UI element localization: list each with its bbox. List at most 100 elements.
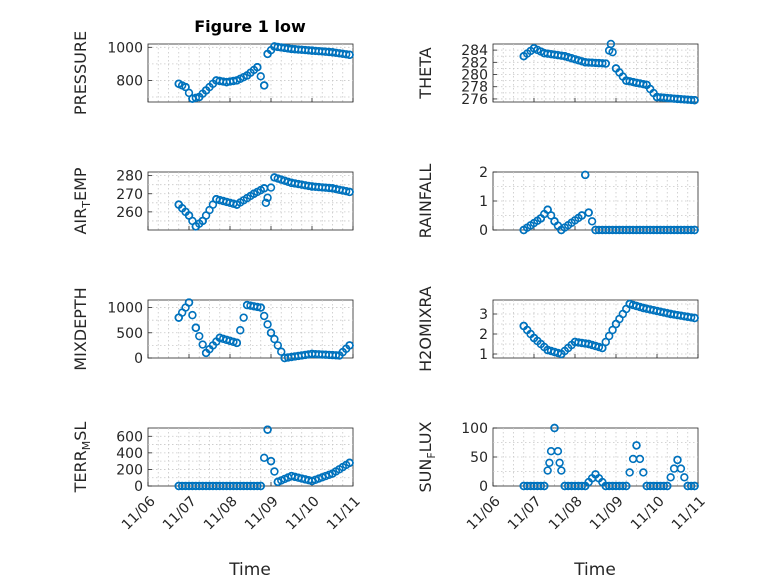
data-point bbox=[188, 310, 197, 320]
data-point bbox=[608, 325, 617, 335]
data-point bbox=[253, 62, 262, 72]
y-tick-label: 800 bbox=[116, 73, 143, 89]
y-tick-label: 2 bbox=[479, 165, 488, 181]
data-point bbox=[673, 94, 682, 104]
data-point bbox=[529, 44, 539, 53]
data-point bbox=[191, 323, 201, 332]
y-tick-label: 278 bbox=[461, 80, 488, 96]
data-point bbox=[328, 48, 337, 57]
y-tick-label: 260 bbox=[116, 205, 143, 221]
data-point bbox=[266, 328, 276, 337]
data-point bbox=[174, 200, 183, 209]
data-point bbox=[625, 468, 634, 477]
x-axis-label-left: Time bbox=[228, 560, 271, 580]
data-point bbox=[519, 321, 528, 331]
data-point bbox=[174, 313, 183, 322]
y-axis-label-subscript: T bbox=[80, 201, 93, 209]
data-point bbox=[341, 187, 351, 196]
data-point bbox=[625, 299, 634, 309]
panel-h2omixra: 1 2 3 H2OMIXRA bbox=[416, 286, 699, 372]
data-point bbox=[270, 467, 279, 476]
x-tick-label: 11/07 bbox=[505, 493, 545, 533]
y-axis-label-part: LUX bbox=[416, 421, 435, 452]
data-point bbox=[577, 481, 587, 491]
data-point bbox=[198, 216, 207, 226]
data-point bbox=[280, 353, 289, 363]
data-point bbox=[601, 481, 610, 491]
data-point bbox=[307, 476, 317, 486]
data-point bbox=[519, 225, 528, 235]
data-point bbox=[263, 320, 272, 329]
data-point bbox=[191, 93, 201, 103]
data-point bbox=[259, 184, 269, 193]
data-point bbox=[604, 331, 614, 341]
data-point bbox=[287, 178, 296, 188]
data-point bbox=[307, 182, 317, 191]
y-axis-label-subscript: F bbox=[425, 452, 438, 458]
x-tick-label: 11/06 bbox=[464, 493, 504, 533]
x-tick-label: 11/11 bbox=[669, 493, 709, 533]
y-axis-label-part: AIR bbox=[71, 208, 90, 235]
y-tick-label: 284 bbox=[461, 43, 488, 59]
data-point bbox=[676, 464, 686, 473]
data-point bbox=[545, 458, 554, 467]
data-point bbox=[331, 351, 341, 360]
x-tick-label: 11/07 bbox=[160, 493, 200, 533]
data-point bbox=[673, 455, 682, 465]
data-point bbox=[519, 52, 528, 61]
data-point bbox=[249, 189, 259, 198]
data-point bbox=[680, 473, 689, 482]
y-tick-label: 0 bbox=[479, 223, 488, 239]
y-tick-label: 280 bbox=[461, 68, 488, 84]
data-point bbox=[584, 208, 593, 217]
data-point bbox=[622, 76, 631, 85]
y-axis-label-part: SL bbox=[71, 422, 90, 441]
data-point bbox=[663, 481, 672, 491]
y-tick-label: 0 bbox=[134, 351, 143, 367]
data-point bbox=[195, 331, 204, 341]
data-point bbox=[345, 341, 354, 350]
figure-title: Figure 1 low bbox=[194, 17, 306, 36]
data-point bbox=[557, 349, 566, 359]
data-point bbox=[253, 481, 262, 491]
data-point bbox=[639, 468, 648, 477]
data-point bbox=[540, 481, 549, 491]
data-point bbox=[307, 46, 317, 55]
data-point bbox=[560, 481, 569, 491]
data-point bbox=[570, 337, 580, 347]
y-axis-label: PRESSURE bbox=[71, 31, 90, 115]
x-tick-label: 11/10 bbox=[283, 493, 323, 533]
y-axis-label: TERRMSL bbox=[71, 422, 93, 494]
y-axis-label: RAINFALL bbox=[416, 164, 435, 239]
data-point bbox=[642, 481, 651, 491]
data-point bbox=[587, 217, 597, 226]
y-tick-label: 3 bbox=[479, 307, 488, 323]
data-point bbox=[635, 454, 645, 464]
y-axis-label-subscript: M bbox=[80, 441, 93, 451]
data-point bbox=[686, 313, 696, 322]
y-tick-label: 2 bbox=[479, 327, 488, 343]
data-point bbox=[174, 79, 183, 88]
data-point bbox=[263, 49, 272, 59]
data-point bbox=[259, 311, 269, 321]
data-point bbox=[550, 423, 559, 433]
data-point bbox=[328, 469, 337, 478]
data-point bbox=[253, 302, 262, 312]
data-point bbox=[198, 340, 207, 349]
data-point bbox=[557, 225, 566, 235]
data-point bbox=[277, 347, 286, 356]
data-point bbox=[611, 319, 621, 329]
data-point bbox=[536, 481, 546, 491]
data-point bbox=[543, 466, 552, 475]
data-point bbox=[540, 48, 549, 58]
data-point bbox=[639, 303, 648, 313]
data-point bbox=[608, 47, 617, 57]
panel-sun_flux: 0 50 100 11/06 11/07 11/08 11/09 11/10 11/11 SUNF… bbox=[416, 421, 709, 533]
data-point bbox=[601, 59, 610, 68]
data-point bbox=[328, 184, 337, 193]
data-point bbox=[242, 300, 252, 310]
data-point bbox=[690, 95, 699, 105]
data-point bbox=[652, 92, 662, 102]
data-point bbox=[642, 80, 651, 90]
